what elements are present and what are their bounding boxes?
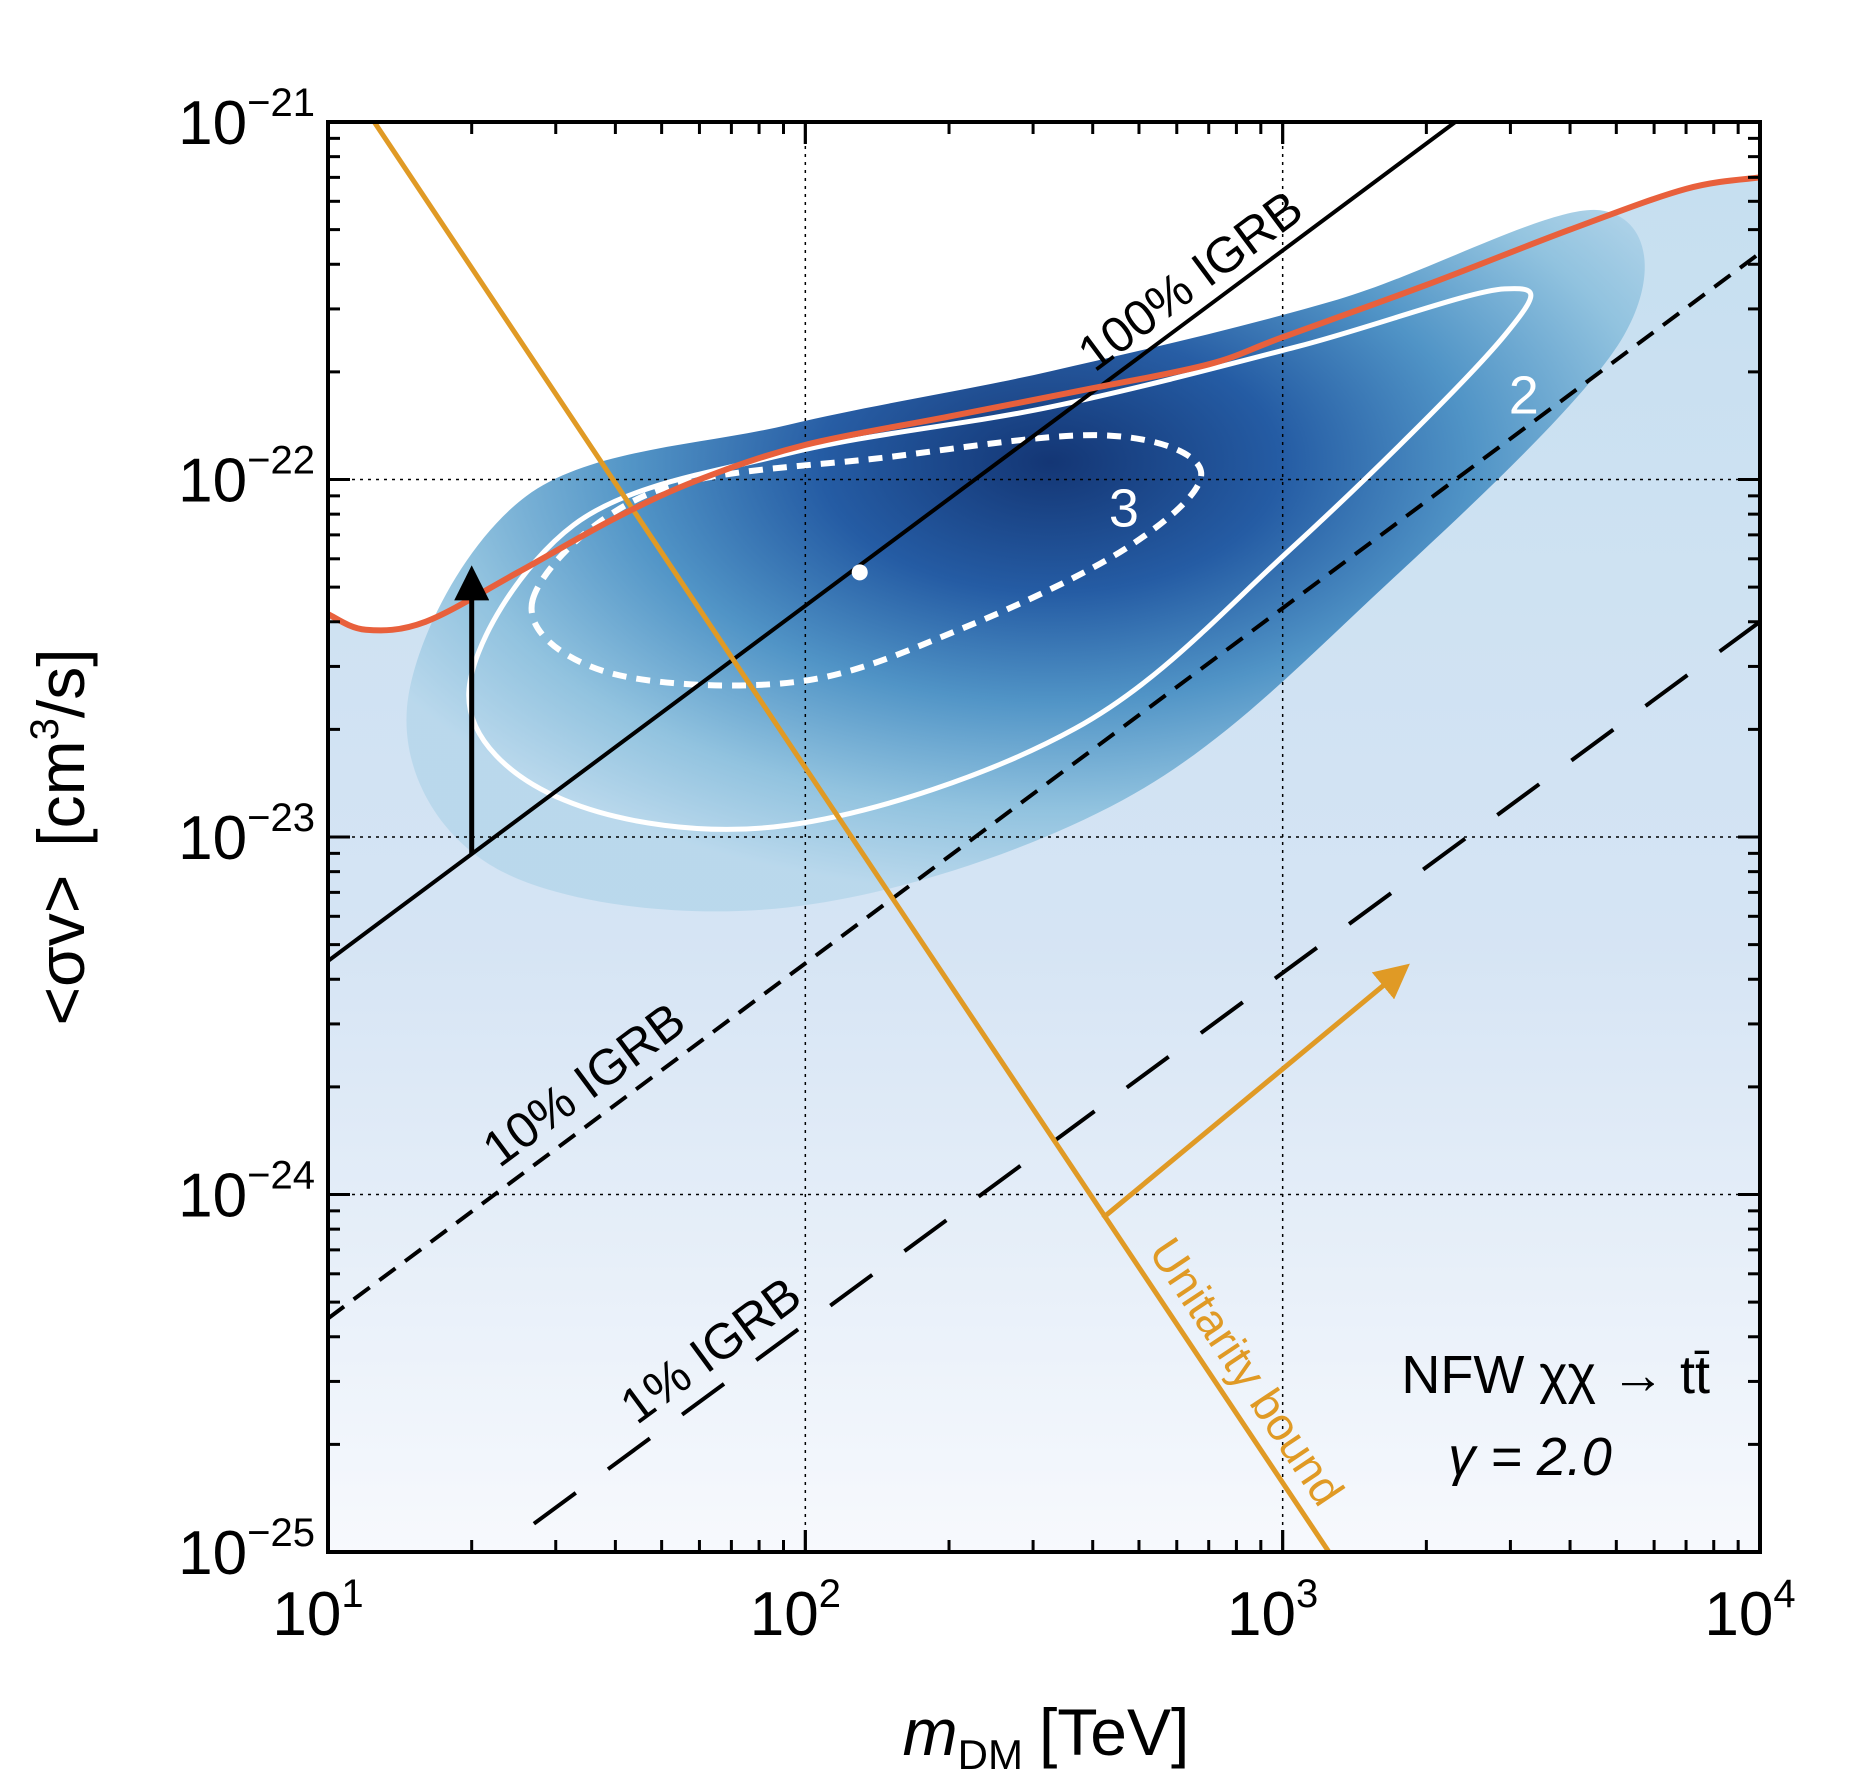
y-tick-labels: 10−25 10−24 10−23 10−22 10−21 bbox=[178, 81, 315, 1588]
grid bbox=[328, 122, 1760, 1552]
x-tick-label: 101 bbox=[272, 1572, 363, 1649]
y-tick-label: 10−25 bbox=[178, 1511, 315, 1588]
igrb-10-line bbox=[328, 251, 1760, 1321]
annotation-model: NFW χχ → tt̄ bbox=[1401, 1345, 1710, 1405]
annotation-gamma: γ = 2.0 bbox=[1448, 1427, 1612, 1487]
x-tick-label: 104 bbox=[1704, 1572, 1795, 1649]
x-tick-label: 102 bbox=[750, 1572, 841, 1649]
axis-ticks bbox=[326, 120, 1762, 1554]
y-tick-label: 10−21 bbox=[178, 81, 315, 158]
contour-3-sigma bbox=[528, 432, 1205, 689]
y-tick-label: 10−23 bbox=[178, 796, 315, 873]
x-tick-label: 103 bbox=[1227, 1572, 1318, 1649]
unitarity-bound-line bbox=[372, 122, 1332, 1552]
y-tick-label: 10−24 bbox=[178, 1154, 315, 1231]
contour-3-label: 3 bbox=[1109, 478, 1139, 538]
x-axis-title: mDM [TeV] bbox=[903, 1695, 1190, 1769]
upper-limit-curve bbox=[328, 174, 1760, 634]
best-fit-point bbox=[851, 564, 868, 581]
contour-2-label: 2 bbox=[1509, 365, 1539, 425]
x-tick-labels: 101 102 103 104 bbox=[272, 1572, 1795, 1649]
y-tick-label: 10−22 bbox=[178, 439, 315, 516]
likelihood-blob bbox=[406, 209, 1645, 912]
unitarity-arrow bbox=[1101, 963, 1410, 1220]
igrb-1-line bbox=[532, 620, 1760, 1526]
y-axis-title: <σv>[cm3/s] bbox=[23, 648, 98, 1025]
igrb-100-line bbox=[328, 122, 1457, 963]
